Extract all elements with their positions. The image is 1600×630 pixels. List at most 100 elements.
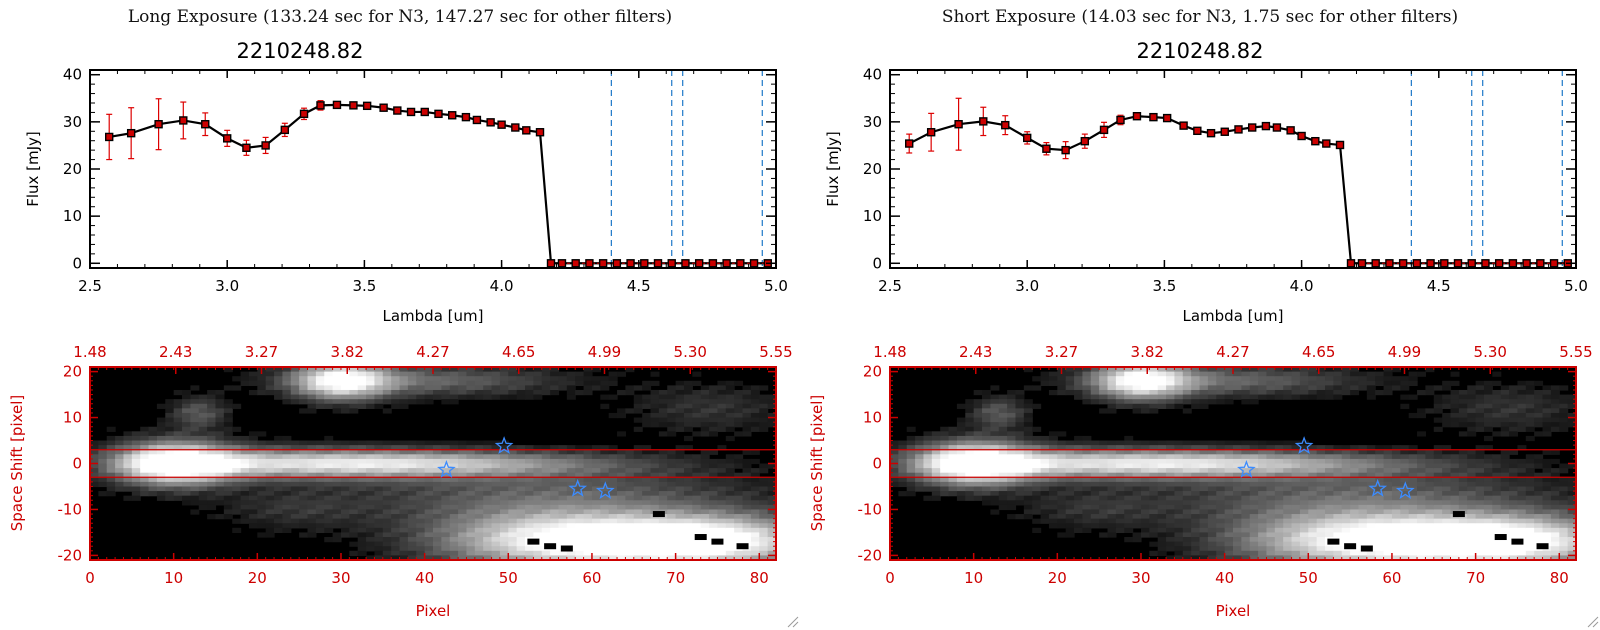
right-image-cell xyxy=(1308,527,1318,534)
right-image-cell xyxy=(1274,445,1284,451)
left-image-cell xyxy=(98,481,108,488)
left-image-cell xyxy=(658,468,668,474)
right-image-cell xyxy=(1007,472,1017,478)
left-image-cell xyxy=(642,445,652,451)
left-image-cell xyxy=(667,403,677,409)
right-image-cell xyxy=(1358,550,1368,557)
left-image-cell xyxy=(374,472,384,478)
left-image-cell xyxy=(232,477,242,483)
left-image-cell xyxy=(207,417,217,423)
left-image-cell xyxy=(650,491,660,497)
right-image-cell xyxy=(1341,523,1351,529)
left-image-ytick-label-2: 0 xyxy=(72,455,82,473)
left-image-cell xyxy=(324,380,334,386)
left-image-cell xyxy=(441,371,451,377)
right-image-cell xyxy=(1216,500,1226,506)
left-image-cell xyxy=(198,440,208,446)
left-image-cell xyxy=(474,449,484,455)
left-image-cell xyxy=(324,527,334,534)
right-image-cell xyxy=(982,440,991,446)
right-image-cell xyxy=(1442,380,1452,386)
left-image-cell xyxy=(115,454,125,460)
left-image-cell xyxy=(340,376,350,382)
left-image-cell xyxy=(709,468,719,474)
right-image-cell xyxy=(1291,500,1301,506)
left-image-cell xyxy=(399,399,409,405)
right-image-cell xyxy=(898,449,908,455)
left-image-cell xyxy=(382,445,392,451)
left-image-cell xyxy=(315,518,325,524)
right-image-cell xyxy=(1266,367,1276,373)
right-image-cell xyxy=(965,491,975,497)
left-image-cell xyxy=(290,495,300,501)
left-image-cell xyxy=(566,385,576,391)
right-spectrum-zero-point-11 xyxy=(1508,259,1518,268)
left-image-cell xyxy=(533,454,543,460)
left-image-cell xyxy=(608,537,618,543)
left-image-cell xyxy=(734,399,744,405)
left-image-cell xyxy=(516,367,526,373)
right-image-cell xyxy=(1090,468,1100,474)
left-image-cell xyxy=(282,486,292,492)
left-image-cell xyxy=(315,509,325,515)
right-image-cell xyxy=(1408,445,1418,451)
left-image-cell xyxy=(566,468,576,474)
left-image-cell xyxy=(165,417,175,423)
left-image-cell xyxy=(391,555,401,561)
left-image-cell xyxy=(725,385,735,391)
left-image-cell xyxy=(424,399,434,405)
right-image-cell xyxy=(931,463,941,469)
right-image-cell xyxy=(998,417,1008,423)
left-image-cell xyxy=(357,376,367,382)
left-image-cell xyxy=(374,394,384,400)
left-image-cell xyxy=(550,495,560,501)
right-image-cell xyxy=(1048,431,1058,437)
left-image-cell xyxy=(366,371,376,377)
left-image-cell xyxy=(215,389,225,396)
left-image-cell xyxy=(156,431,166,437)
right-image-cell xyxy=(1174,389,1184,396)
left-image-saturated-patch-3 xyxy=(694,534,707,541)
right-image-cell xyxy=(1174,394,1184,400)
left-image-cell xyxy=(508,380,518,386)
right-image-cell xyxy=(1417,504,1427,511)
right-image-cell xyxy=(1383,371,1393,377)
left-image-cell xyxy=(617,495,627,501)
left-image-cell xyxy=(165,445,175,451)
left-image-cell xyxy=(156,449,166,455)
left-image-cell xyxy=(265,495,275,501)
left-image-cell xyxy=(282,472,292,478)
left-image-cell xyxy=(675,403,685,409)
left-image-cell xyxy=(483,468,493,474)
left-image-cell xyxy=(357,500,367,506)
left-image-cell xyxy=(198,463,208,469)
right-image-cell xyxy=(1048,486,1058,492)
left-spectrum-point-20 xyxy=(461,112,471,122)
right-image-cell xyxy=(1140,449,1150,455)
left-image-cell xyxy=(734,380,744,386)
right-image-cell xyxy=(1166,537,1176,543)
right-image-cell xyxy=(1333,468,1343,474)
left-image-cell xyxy=(759,491,769,497)
left-image-cell xyxy=(575,376,585,382)
right-image-cell xyxy=(998,468,1008,474)
right-image-cell xyxy=(990,463,1000,469)
left-image-cell xyxy=(725,518,735,524)
left-image-cell xyxy=(433,509,442,515)
right-image-cell xyxy=(1040,458,1050,465)
right-image-cell xyxy=(1107,527,1117,534)
right-image-cell xyxy=(1132,403,1142,409)
right-image-cell xyxy=(948,440,958,446)
left-image-cell xyxy=(324,389,334,396)
left-image-cell xyxy=(709,491,719,497)
left-image-cell xyxy=(265,523,275,529)
left-image-cell xyxy=(433,550,442,557)
left-image-cell xyxy=(558,468,568,474)
left-image-cell xyxy=(541,509,551,515)
left-image-cell xyxy=(667,546,677,552)
left-image-cell xyxy=(617,541,627,547)
left-image-cell xyxy=(541,550,551,557)
left-image-cell xyxy=(617,458,627,465)
right-spectrum-point-21 xyxy=(1272,123,1282,132)
left-image-cell xyxy=(734,504,744,511)
